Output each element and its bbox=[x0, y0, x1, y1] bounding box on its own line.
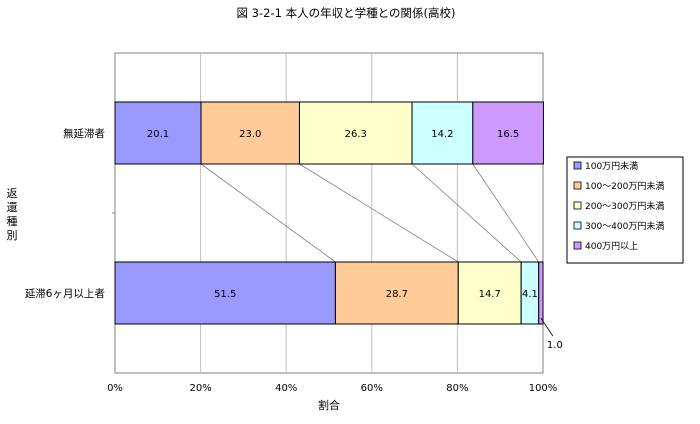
data-label: 51.5 bbox=[214, 289, 236, 300]
y-axis-title-char: 種 bbox=[7, 214, 18, 228]
y-axis-title-char: 返 bbox=[7, 187, 18, 200]
legend-swatch bbox=[573, 241, 582, 250]
series-line bbox=[411, 163, 522, 263]
legend-box bbox=[566, 156, 684, 264]
data-label: 1.0 bbox=[547, 340, 563, 351]
data-label-leader bbox=[540, 317, 554, 337]
data-label: 16.5 bbox=[497, 129, 519, 140]
legend-label: 100～200万円未満 bbox=[585, 180, 664, 192]
x-tick-label: 20% bbox=[189, 383, 211, 394]
x-axis-ticks: 0% 20% 40% 60% 80% 100% bbox=[107, 383, 557, 394]
data-label: 14.2 bbox=[431, 129, 453, 140]
x-tick-label: 0% bbox=[107, 383, 123, 394]
series-line bbox=[472, 163, 540, 263]
bar-segment bbox=[298, 101, 413, 165]
data-label: 28.7 bbox=[386, 289, 408, 300]
legend-swatch bbox=[573, 181, 582, 190]
legend-label: 300～400万円未満 bbox=[585, 220, 664, 232]
y-axis-title-char: 還 bbox=[7, 201, 18, 214]
x-axis-title: 割合 bbox=[318, 398, 340, 412]
x-tick-label: 60% bbox=[361, 383, 383, 394]
legend-swatch bbox=[573, 201, 582, 210]
bar-segment bbox=[538, 261, 544, 325]
legend: 100万円未満 100～200万円未満 200～300万円未満 300～400万円未満… bbox=[566, 156, 684, 264]
x-tick-label: 40% bbox=[275, 383, 297, 394]
data-labels: 20.1 23.0 26.3 14.2 16.5 51.5 28.7 14.7 4.1 1.0 bbox=[147, 129, 563, 351]
category-label: 延滞6ヶ月以上者 bbox=[25, 288, 105, 300]
bar-segment bbox=[411, 101, 474, 165]
series-line bbox=[299, 163, 459, 263]
bars bbox=[114, 101, 544, 325]
bar-segment bbox=[200, 101, 300, 165]
legend-label: 100万円未満 bbox=[585, 160, 638, 172]
data-label: 26.3 bbox=[345, 129, 367, 140]
x-tick-label: 100% bbox=[529, 383, 558, 394]
series-line bbox=[200, 163, 336, 263]
x-tick-label: 80% bbox=[446, 383, 468, 394]
legend-swatch bbox=[573, 161, 582, 170]
bar-segment bbox=[457, 261, 522, 325]
legend-label: 200～300万円未満 bbox=[585, 200, 664, 212]
data-label: 14.7 bbox=[479, 289, 501, 300]
y-axis-title-char: 別 bbox=[7, 229, 18, 242]
category-label: 無延滞者 bbox=[63, 127, 105, 140]
series-lines bbox=[200, 163, 540, 263]
data-label: 4.1 bbox=[522, 289, 538, 300]
bar-segment bbox=[472, 101, 544, 165]
bar-segment bbox=[114, 261, 336, 325]
plot-area bbox=[114, 52, 544, 374]
data-label: 23.0 bbox=[239, 129, 261, 140]
bar-segment bbox=[334, 261, 459, 325]
legend-swatch bbox=[573, 221, 582, 230]
chart-title: 図 3-2-1 本人の年収と学種との関係(高校) bbox=[237, 6, 456, 20]
legend-label: 400万円以上 bbox=[585, 241, 638, 252]
data-label: 20.1 bbox=[147, 129, 169, 140]
